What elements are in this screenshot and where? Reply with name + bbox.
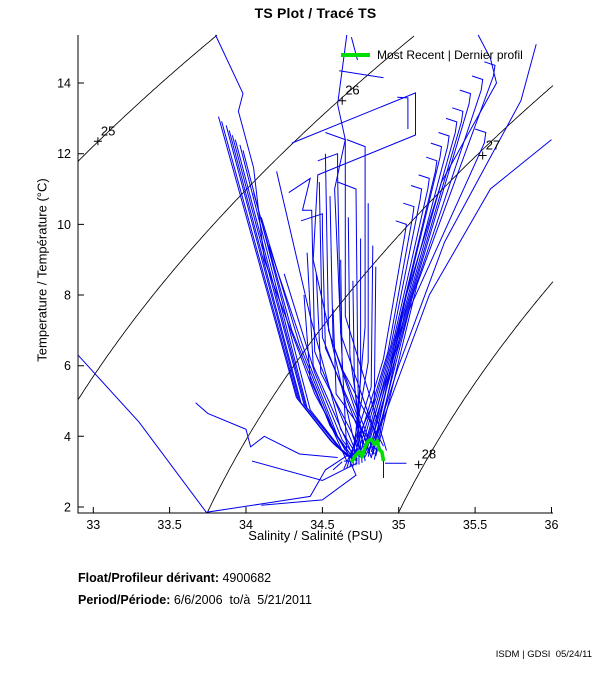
profile-line (397, 96, 409, 129)
profile-line (367, 34, 498, 454)
profile-line (242, 150, 358, 462)
profile-line (77, 354, 348, 513)
profile-line (239, 144, 357, 461)
y-tick-label: 14 (57, 77, 71, 91)
profile-line (251, 460, 358, 482)
contour-label-plus (414, 460, 423, 469)
profile-line (288, 177, 357, 453)
contour-label-text: 28 (422, 447, 436, 462)
contour-labels: 25 26 27 28 (93, 83, 500, 469)
period-label: Period/Période: (78, 593, 171, 607)
contour-label-text: 27 (486, 138, 500, 153)
profile-line (352, 220, 407, 462)
y-tick-label: 12 (57, 147, 71, 161)
profile-line (231, 135, 354, 460)
profile-line (303, 294, 348, 462)
contour-label-plus (338, 96, 347, 105)
profile-line (195, 402, 338, 458)
x-tick-label: 34 (239, 518, 253, 532)
legend: Most Recent | Dernier profil (341, 47, 523, 63)
profile-line (369, 75, 484, 449)
profile-line (283, 273, 358, 460)
profile-line (355, 202, 415, 460)
profile-line (329, 196, 375, 455)
contour-label-plus (93, 137, 102, 146)
profile-lines (77, 34, 552, 513)
profile-line (352, 280, 363, 463)
x-tick-label: 35 (392, 518, 406, 532)
profile-line (221, 121, 349, 458)
legend-line-sample (341, 53, 370, 57)
profile-line (268, 245, 354, 458)
legend-label: Most Recent | Dernier profil (377, 48, 523, 62)
x-tick-label: 34.5 (310, 518, 334, 532)
isopycnal-25 (77, 34, 218, 162)
y-axis-label: Temperature / Température (°C) (34, 178, 50, 362)
footer-info: Float/Profileur dérivant: 4900682 Period… (78, 567, 312, 611)
contour-label-plus (478, 151, 487, 160)
profile-line (361, 174, 430, 456)
profile-line (364, 139, 552, 458)
contour-label-text: 25 (101, 123, 115, 138)
isopycnal-26 (77, 35, 415, 401)
float-id-value: 4900682 (219, 571, 272, 585)
isopycnal-contours (77, 34, 554, 513)
profile-line (358, 185, 423, 458)
profile-line (372, 128, 487, 455)
y-tick-label: 4 (64, 430, 71, 444)
x-tick-label: 33 (86, 518, 100, 532)
profile-line (318, 181, 366, 448)
profile-line (334, 34, 348, 453)
axis-lines (77, 35, 553, 514)
axes (77, 35, 553, 514)
x-tick-label: 33.5 (157, 518, 181, 532)
period-row: Period/Période: 6/6/2006 to/à 5/21/2011 (78, 589, 312, 611)
profile-line (276, 171, 357, 455)
y-tick-label: 6 (64, 359, 71, 373)
isdm-stamp: ISDM | GDSI 05/24/11 (495, 649, 592, 660)
x-tick-label: 36 (545, 518, 559, 532)
most-recent-profile (349, 437, 386, 464)
y-tick-label: 8 (64, 289, 71, 303)
profile-line (339, 70, 384, 79)
profile-line (349, 203, 369, 468)
profile-line (366, 89, 472, 451)
profile-line (346, 139, 366, 467)
profile-line (343, 266, 377, 470)
tick-marks (78, 82, 552, 513)
period-value: 6/6/2006 to/à 5/21/2011 (170, 593, 312, 607)
profile-line (215, 34, 346, 451)
float-id-row: Float/Profileur dérivant: 4900682 (78, 567, 312, 589)
contour-label-text: 26 (345, 83, 359, 98)
profile-line (364, 156, 438, 455)
y-tick-label: 2 (64, 501, 71, 515)
profile-line (315, 273, 362, 451)
profile-line (291, 92, 416, 458)
profile-line (375, 61, 496, 457)
x-tick-label: 35.5 (463, 518, 487, 532)
profile-line (370, 44, 537, 453)
plot-title: TS Plot / Tracé TS (254, 5, 377, 21)
profile-line (332, 461, 343, 471)
x-axis-label: Salinity / Salinité (PSU) (248, 528, 383, 543)
profile-line (325, 132, 387, 451)
tick-labels: 33 33.5 34 34.5 35 35.5 36 2 4 6 8 10 12 14 (57, 77, 558, 533)
y-tick-label: 10 (57, 218, 71, 232)
isopycnal-27 (207, 85, 554, 512)
profile-line (261, 460, 357, 506)
float-id-label: Float/Profileur dérivant: (78, 571, 219, 585)
isopycnal-28 (398, 281, 554, 513)
